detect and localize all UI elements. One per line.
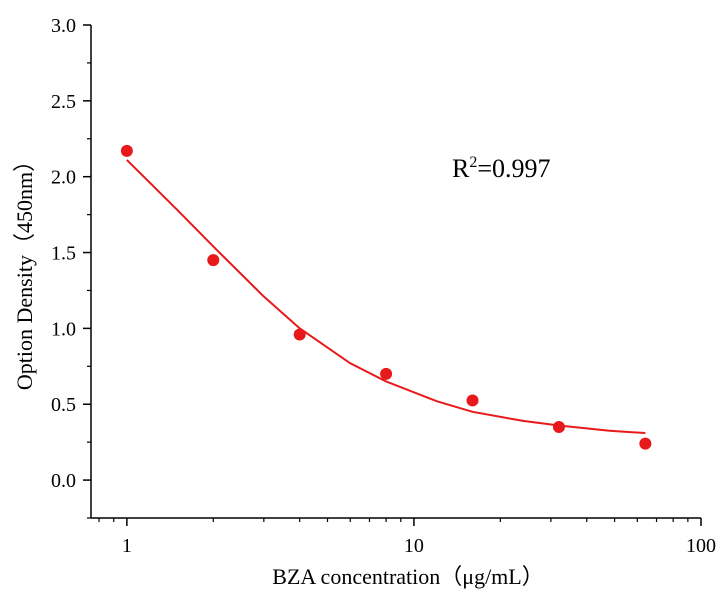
fit-curve (126, 159, 646, 435)
y-axis-title: Option Density（450nm） (12, 150, 37, 390)
y-tick-label: 2.0 (51, 167, 76, 189)
y-tick-label: 1.5 (51, 243, 76, 265)
data-points (120, 144, 652, 450)
x-axis-title: BZA concentration（μg/mL） (272, 564, 543, 589)
y-tick-label: 0.0 (51, 470, 76, 492)
data-point (380, 367, 393, 380)
y-tick-label: 3.0 (51, 15, 76, 37)
plot-area: 0.0 0.5 1.0 1.5 2.0 2.5 3.0 1 10 100 (51, 15, 716, 557)
x-tick-label: 10 (404, 535, 424, 557)
x-ticks: 1 10 100 (98, 518, 716, 557)
data-point (552, 420, 565, 433)
y-tick-label: 0.5 (51, 394, 76, 416)
x-tick-label: 1 (122, 535, 132, 557)
r-squared-annotation: R2=0.997 (452, 154, 551, 183)
data-point (466, 394, 479, 407)
data-point (639, 437, 652, 450)
y-tick-label: 1.0 (51, 318, 76, 340)
y-ticks: 0.0 0.5 1.0 1.5 2.0 2.5 3.0 (51, 15, 91, 519)
data-point (293, 328, 306, 341)
x-tick-label: 100 (686, 535, 716, 557)
data-point (120, 144, 133, 157)
data-point (207, 254, 220, 267)
y-tick-label: 2.5 (51, 91, 76, 113)
